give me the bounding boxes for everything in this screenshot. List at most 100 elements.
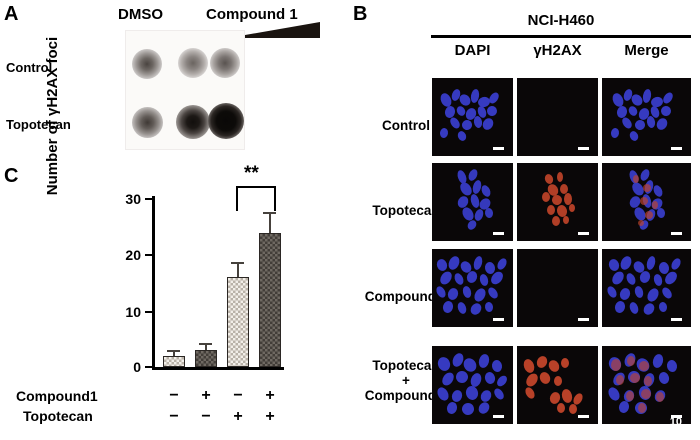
dapi-nuclei-render <box>436 256 507 315</box>
merge-render <box>608 353 678 414</box>
panel-b-header-rule <box>431 35 691 38</box>
condition-sign-topotecan-4: + <box>265 408 275 425</box>
blot-dot <box>176 105 210 139</box>
micrograph-control-merge <box>602 78 691 156</box>
scale-bar <box>671 232 682 235</box>
merge-render <box>607 256 681 315</box>
panel-a-column-header-dmso: DMSO <box>118 6 163 23</box>
condition-sign-compound1-1: − <box>169 387 179 404</box>
scale-bar <box>578 147 589 150</box>
bar-compound1-minus-topotecan-plus <box>227 277 249 367</box>
micrograph-topotecan-compound1-merge <box>602 346 691 424</box>
error-bar <box>205 345 207 350</box>
panel-b-row-label-topotecan: Topotecan <box>372 203 440 218</box>
scale-bar <box>493 415 504 418</box>
blot-dot <box>208 103 244 139</box>
chart-y-tick-label: 10 <box>125 304 141 320</box>
scale-bar <box>493 318 504 321</box>
condition-sign-topotecan-1: − <box>169 408 179 425</box>
micrograph-compound1-dapi <box>432 249 513 327</box>
blot-dot <box>210 48 240 78</box>
scale-bar-legend: 10 μm <box>640 416 700 440</box>
scale-bar <box>578 415 589 418</box>
blot-dot <box>178 48 208 78</box>
panel-a-column-header-compound1: Compound 1 <box>206 6 298 23</box>
panel-b-label: B <box>353 3 368 25</box>
scale-bar <box>671 415 682 418</box>
blot-dot <box>132 107 163 138</box>
chart-y-tick: 30 <box>125 192 153 206</box>
chart-y-tick-label: 30 <box>125 191 141 207</box>
micrograph-topotecan-dapi <box>432 163 513 241</box>
condition-row-label-topotecan: Topotecan <box>23 408 93 424</box>
condition-sign-compound1-3: − <box>233 387 243 404</box>
merge-render <box>629 169 666 230</box>
blot-dot <box>132 49 162 79</box>
panel-b-row-label-compound1: Compound 1 <box>364 289 448 304</box>
chart-y-axis-label: Number of γH2AX foci <box>44 36 61 196</box>
scale-bar <box>578 232 589 235</box>
row-label-line-3: Compound 1 <box>364 388 448 404</box>
micrograph-control-dapi <box>432 78 513 156</box>
error-bar-cap <box>263 212 276 214</box>
scale-bar <box>578 318 589 321</box>
gh2ax-foci-render <box>523 356 583 414</box>
chart-y-axis <box>152 196 155 370</box>
error-bar <box>269 214 271 233</box>
scale-bar-line <box>640 426 665 430</box>
micrograph-compound1-merge <box>602 249 691 327</box>
merge-render <box>610 89 673 141</box>
dapi-nuclei-render <box>439 89 499 141</box>
significance-bracket <box>236 186 276 211</box>
error-bar-cap <box>231 262 244 264</box>
error-bar-cap <box>199 343 212 345</box>
error-bar-cap <box>167 350 180 352</box>
panel-b-column-header-gh2ax: γH2AX <box>533 42 582 59</box>
gh2ax-foci-render <box>542 172 575 226</box>
scale-bar <box>671 318 682 321</box>
bar-compound1-plus-topotecan-minus <box>195 350 217 367</box>
condition-sign-compound1-2: + <box>201 387 211 404</box>
gh2ax-foci-bar-chart: 30 20 10 0 ** <box>125 164 284 374</box>
panel-b-column-header-dapi: DAPI <box>454 42 491 59</box>
chart-y-tick: 10 <box>125 305 153 319</box>
chart-y-tick: 20 <box>125 248 153 262</box>
dapi-nuclei-render <box>437 353 507 415</box>
bar-compound1-minus-topotecan-minus <box>163 356 185 367</box>
condition-row-label-compound1: Compound1 <box>16 388 98 404</box>
panel-a-label: A <box>4 3 19 25</box>
micrograph-topotecan-compound1-dapi <box>432 346 513 424</box>
scale-bar <box>671 147 682 150</box>
bar-compound1-plus-topotecan-plus <box>259 233 281 367</box>
micrograph-topotecan-compound1-gh2ax <box>517 346 598 424</box>
dose-gradient-wedge-icon <box>228 22 320 38</box>
significance-asterisks: ** <box>244 163 259 184</box>
chart-y-tick: 0 <box>133 360 153 374</box>
condition-sign-topotecan-3: + <box>233 408 243 425</box>
error-bar <box>237 264 239 277</box>
micrograph-control-gh2ax <box>517 78 598 156</box>
micrograph-topotecan-gh2ax <box>517 163 598 241</box>
panel-b-column-header-merge: Merge <box>624 42 669 59</box>
panel-a-row-label-control: Control <box>6 60 53 75</box>
condition-sign-topotecan-2: − <box>201 408 211 425</box>
panel-b-cell-line-title: NCI-H460 <box>527 12 595 29</box>
panel-c-label: C <box>4 165 19 187</box>
panel-b-row-label-topotecan-plus-compound1: Topotecan + Compound 1 <box>352 358 460 403</box>
row-label-line-2: + <box>402 373 410 389</box>
micrograph-compound1-gh2ax <box>517 249 598 327</box>
row-label-line-1: Topotecan <box>372 358 440 373</box>
scale-bar <box>493 232 504 235</box>
panel-a-row-label-topotecan: Topotecan <box>6 117 71 132</box>
micrograph-topotecan-merge <box>602 163 691 241</box>
panel-a-dot-blot-membrane <box>125 30 245 150</box>
chart-y-tick-label: 20 <box>125 247 141 263</box>
dapi-nuclei-render <box>457 169 494 230</box>
chart-y-tick-label: 0 <box>133 359 141 375</box>
chart-x-axis <box>152 367 284 370</box>
condition-sign-compound1-4: + <box>265 387 275 404</box>
panel-b-row-label-control: Control <box>382 118 430 133</box>
scale-bar <box>493 147 504 150</box>
scale-bar-label: 10 μm <box>669 416 687 440</box>
error-bar <box>173 352 175 356</box>
